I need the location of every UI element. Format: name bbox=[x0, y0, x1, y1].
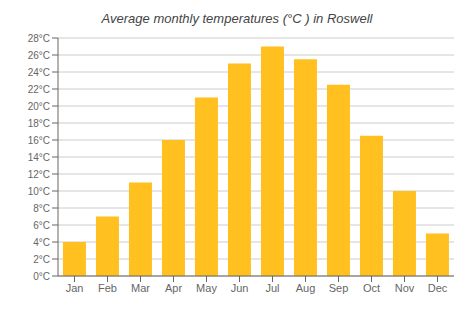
svg-text:20°C: 20°C bbox=[28, 101, 50, 112]
svg-text:Sep: Sep bbox=[329, 282, 349, 294]
svg-text:Mar: Mar bbox=[131, 282, 150, 294]
svg-text:18°C: 18°C bbox=[28, 118, 50, 129]
svg-text:Nov: Nov bbox=[395, 282, 415, 294]
svg-text:28°C: 28°C bbox=[28, 33, 50, 44]
svg-text:Jul: Jul bbox=[265, 282, 279, 294]
svg-text:12°C: 12°C bbox=[28, 169, 50, 180]
svg-text:Dec: Dec bbox=[428, 282, 448, 294]
svg-text:May: May bbox=[196, 282, 217, 294]
svg-text:Aug: Aug bbox=[296, 282, 316, 294]
html-text:Average monthly temperatures (: Average monthly temperatures (°C ) in Ro… bbox=[101, 11, 373, 26]
svg-text:Feb: Feb bbox=[98, 282, 117, 294]
svg-text:6°C: 6°C bbox=[33, 220, 50, 231]
svg-text:24°C: 24°C bbox=[28, 67, 50, 78]
svg-text:26°C: 26°C bbox=[28, 50, 50, 61]
svg-text:Jan: Jan bbox=[66, 282, 84, 294]
svg-text:8°C: 8°C bbox=[33, 203, 50, 214]
svg-text:0°C: 0°C bbox=[33, 271, 50, 282]
svg-text:Oct: Oct bbox=[363, 282, 380, 294]
svg-text:Apr: Apr bbox=[165, 282, 182, 294]
svg-text:14°C: 14°C bbox=[28, 152, 50, 163]
svg-text:Jun: Jun bbox=[231, 282, 249, 294]
svg-text:10°C: 10°C bbox=[28, 186, 50, 197]
svg-text:2°C: 2°C bbox=[33, 254, 50, 265]
svg-text:16°C: 16°C bbox=[28, 135, 50, 146]
svg-text:22°C: 22°C bbox=[28, 84, 50, 95]
svg-text:4°C: 4°C bbox=[33, 237, 50, 248]
